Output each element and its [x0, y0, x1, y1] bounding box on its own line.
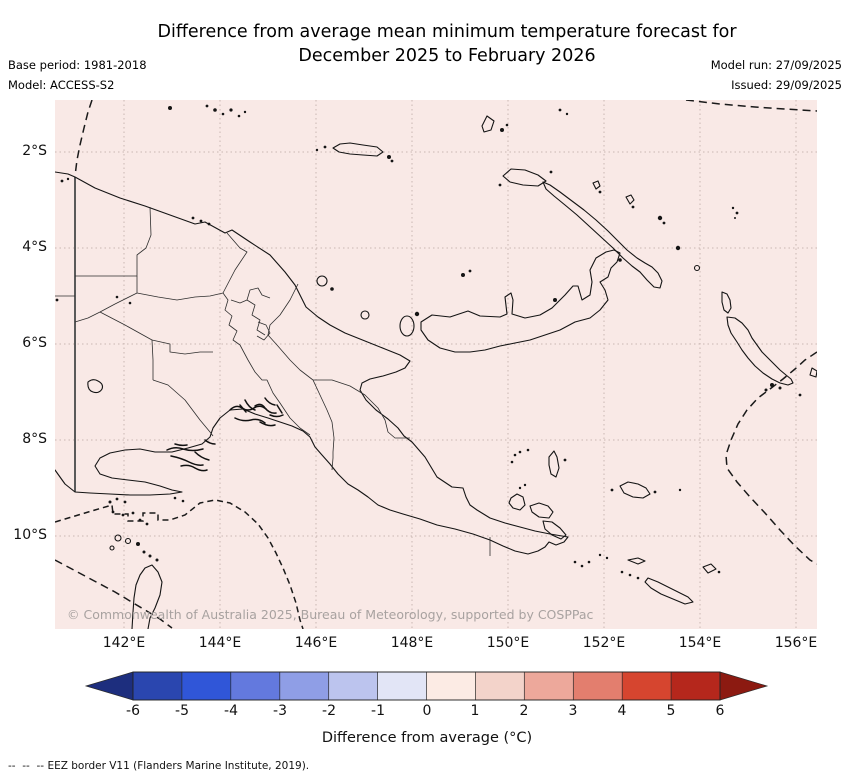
colorbar-tick: -4	[224, 703, 238, 719]
map-copyright: © Commonwealth of Australia 2025, Bureau…	[67, 607, 594, 622]
colorbar-tick: -1	[371, 703, 385, 719]
mussau-island	[481, 115, 495, 133]
river-delta-channels	[166, 397, 284, 472]
buka-island	[721, 291, 732, 314]
manus-island	[332, 142, 384, 157]
lon-label-154e: 154°E	[678, 635, 722, 651]
lat-label-10s: 10°S	[13, 527, 47, 543]
new-guinea-coastline	[55, 171, 569, 555]
base-period-text: Base period: 1981-2018	[8, 58, 147, 72]
colorbar-axis-label: Difference from average (°C)	[321, 730, 533, 746]
page-title-line2: December 2025 to February 2026	[298, 46, 596, 66]
colorbar-over-arrow	[719, 671, 769, 701]
page-title: Difference from average mean minimum tem…	[67, 20, 827, 68]
lat-label-4s: 4°S	[22, 239, 47, 255]
kiriwina-island	[548, 450, 560, 478]
lon-label-152e: 152°E	[582, 635, 626, 651]
lon-label-144e: 144°E	[198, 635, 242, 651]
model-run-text: Model run: 27/09/2025	[710, 58, 842, 72]
goodenough-island	[508, 493, 526, 511]
lat-label-6s: 6°S	[22, 335, 47, 351]
page-title-line1: Difference from average mean minimum tem…	[157, 22, 737, 42]
map-background	[55, 100, 817, 629]
colorbar-tick: 1	[470, 703, 480, 719]
lon-label-156e: 156°E	[774, 635, 818, 651]
vanatinai-island	[644, 577, 694, 605]
colorbar-tick: -3	[273, 703, 287, 719]
lat-label-2s: 2°S	[22, 143, 47, 159]
eez-footnote-text: EEZ border V11 (Flanders Marine Institut…	[47, 760, 310, 772]
map-svg	[55, 100, 817, 629]
png-indonesia-border	[55, 177, 76, 492]
provincial-boundaries	[74, 206, 491, 556]
model-info: Base period: 1981-2018 Model: ACCESS-S2	[8, 55, 147, 95]
normanby-island	[542, 520, 567, 540]
colorbar-segment	[523, 671, 575, 701]
colorbar-under-arrow	[84, 671, 134, 701]
colorbar-frame	[132, 671, 721, 701]
rossel-island	[702, 563, 717, 574]
new-hanover-island	[502, 168, 547, 187]
colorbar-tick: -2	[322, 703, 336, 719]
colorbar-segment	[230, 671, 281, 701]
lon-label-148e: 148°E	[390, 635, 434, 651]
lon-label-146e: 146°E	[294, 635, 338, 651]
colorbar-segment	[328, 671, 379, 701]
map-area: © Commonwealth of Australia 2025, Bureau…	[55, 100, 817, 629]
lat-label-8s: 8°S	[22, 431, 47, 447]
bougainville-island	[726, 316, 794, 386]
new-britain-island	[420, 249, 621, 353]
karkar-island	[316, 275, 328, 287]
colorbar-segment	[426, 671, 477, 701]
colorbar-segment	[181, 671, 232, 701]
colorbar-segment	[377, 671, 428, 701]
colorbar-tick: 5	[666, 703, 676, 719]
run-info: Model run: 27/09/2025 Issued: 29/09/2025	[711, 55, 842, 95]
woodlark-island	[619, 481, 651, 499]
misima-island	[627, 557, 646, 565]
colorbar-segment	[132, 671, 183, 701]
colorbar-tick: -5	[175, 703, 189, 719]
colorbar-segment	[279, 671, 330, 701]
colorbar-tick: -6	[126, 703, 140, 719]
colorbar	[84, 671, 769, 701]
umboi-island	[399, 315, 415, 337]
issued-text: Issued: 29/09/2025	[731, 78, 842, 92]
fergusson-island	[529, 502, 554, 519]
eez-dashed-border	[55, 100, 817, 629]
graticule-gridlines	[55, 100, 817, 629]
cape-york-coastline	[131, 564, 163, 629]
new-ireland-island	[542, 181, 663, 289]
colorbar-segment	[475, 671, 526, 701]
colorbar-tick: 6	[715, 703, 725, 719]
lon-label-150e: 150°E	[486, 635, 530, 651]
colorbar-tick: 3	[568, 703, 578, 719]
colorbar-tick: 2	[519, 703, 529, 719]
colorbar-tick: 0	[422, 703, 432, 719]
islands	[108, 104, 817, 629]
lon-label-142e: 142°E	[102, 635, 146, 651]
colorbar-tick: 4	[617, 703, 627, 719]
model-text: Model: ACCESS-S2	[8, 78, 115, 92]
colorbar-segment	[621, 671, 672, 701]
eez-dash-sample: -- -- --	[8, 760, 45, 772]
eez-footnote: -- -- -- EEZ border V11 (Flanders Marine…	[8, 760, 309, 772]
colorbar-segment	[670, 671, 721, 701]
colorbar-segment	[572, 671, 624, 701]
